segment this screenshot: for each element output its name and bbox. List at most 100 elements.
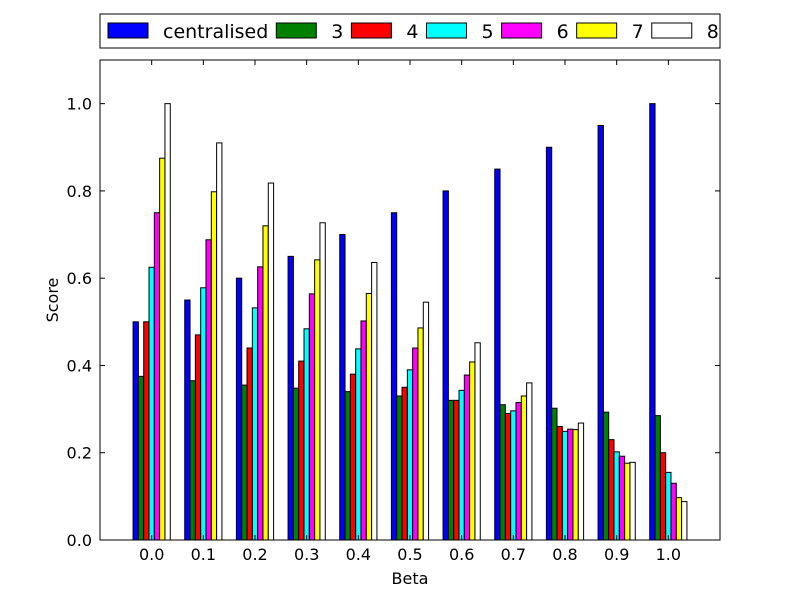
bar-centralised-0.0 [132,321,139,541]
bar-6-0.2 [257,266,264,541]
bar-4-0.1 [194,334,202,541]
bar-7-0.0 [159,157,166,541]
bar-4-0.6 [453,399,460,541]
bar-centralised-0.7 [494,168,501,541]
bar-3-0.1 [189,380,196,541]
bar-4-0.0 [143,321,150,541]
bar-8-0.6 [474,342,481,541]
legend-label-centralised: centralised [163,21,268,43]
bar-centralised-1.0 [649,103,656,541]
bar-6-0.8 [567,428,574,541]
bar-7-1.0 [675,497,683,541]
bar-5-0.7 [510,410,517,541]
bar-centralised-0.3 [287,255,294,541]
bars-group [132,103,688,541]
bar-5-0.3 [303,328,310,541]
bar-7-0.7 [520,395,528,541]
bar-6-0.3 [308,293,316,541]
bar-6-0.4 [360,320,367,541]
bar-6-0.5 [412,347,419,541]
bar-3-0.8 [551,407,558,541]
bar-4-0.4 [349,373,357,541]
bar-8-0.1 [216,142,223,541]
legend-swatch-centralised [107,22,149,39]
bar-8-1.0 [681,501,688,541]
bar-8-0.5 [422,301,430,541]
bar-7-0.3 [314,259,321,541]
bar-5-0.8 [561,430,569,541]
x-tick-label: 0.0 [139,545,164,564]
legend-swatch-3 [275,22,317,39]
legend-label-5: 5 [481,21,493,43]
bar-4-0.5 [401,386,408,541]
bar-3-0.0 [137,375,145,541]
y-tick-label: 0.6 [67,269,92,288]
bar-5-1.0 [665,471,672,541]
x-axis: 0.0 0.1 0.2 0.3 0.4 0.5 0.6 0.7 0.8 0.9 1.0 [139,60,681,564]
legend-label-7: 7 [632,21,644,43]
x-tick-label: 0.6 [449,545,474,564]
bar-5-0.4 [355,348,362,541]
y-axis-label: Score [43,278,62,323]
bar-5-0.5 [406,369,414,541]
bar-4-0.9 [608,439,615,541]
x-tick-label: 0.3 [294,545,319,564]
bar-8-0.2 [267,182,275,541]
bar-3-0.5 [396,395,403,541]
bar-6-0.1 [205,239,212,541]
y-tick-label: 1.0 [67,95,92,114]
bar-3-0.4 [344,391,351,541]
x-tick-label: 0.1 [191,545,216,564]
bar-7-0.4 [365,292,373,541]
bar-8-0.8 [577,422,585,541]
y-axis: 0.0 0.2 0.4 0.6 0.8 1.0 [67,95,720,550]
bar-8-0.7 [526,382,533,541]
legend-swatch-8 [651,22,693,39]
y-tick-label: 0.0 [67,531,92,550]
bar-7-0.9 [624,462,631,541]
bar-7-0.6 [469,361,476,541]
y-tick-label: 0.4 [67,356,92,375]
x-tick-label: 0.9 [604,545,629,564]
bar-3-0.6 [447,399,455,541]
legend-swatch-6 [501,22,543,39]
bar-5-0.6 [458,389,465,541]
bar-centralised-0.8 [545,146,553,541]
bar-4-0.8 [556,426,563,541]
legend-swatch-5 [425,22,467,39]
bar-3-0.9 [602,411,610,541]
x-tick-label: 0.2 [242,545,267,564]
x-axis-label: Beta [392,569,429,588]
bar-7-0.2 [262,225,269,541]
bar-4-0.7 [504,412,512,541]
bar-centralised-0.1 [184,299,191,541]
bar-centralised-0.6 [442,190,449,541]
y-tick-label: 0.8 [67,182,92,201]
bar-6-0.7 [515,402,522,541]
bar-3-0.3 [292,387,300,541]
bar-4-1.0 [659,452,667,541]
bar-7-0.1 [210,191,218,541]
legend: centralised 3 4 5 6 7 8 [99,13,721,49]
x-tick-label: 0.5 [397,545,422,564]
bar-8-0.9 [629,461,636,541]
legend-label-8: 8 [707,21,719,43]
bar-centralised-0.2 [235,277,243,541]
bar-5-0.0 [148,266,155,541]
bar-centralised-0.9 [597,124,604,541]
x-tick-label: 0.7 [501,545,526,564]
bar-5-0.2 [251,307,259,541]
bar-6-1.0 [670,482,677,541]
bar-3-1.0 [654,415,661,541]
bar-7-0.5 [417,327,424,541]
bar-8-0.3 [319,222,326,541]
x-tick-label: 0.4 [346,545,371,564]
bar-8-0.4 [371,261,378,541]
bar-8-0.0 [164,103,171,541]
x-tick-label: 0.8 [552,545,577,564]
bar-centralised-0.5 [390,212,398,541]
bar-3-0.2 [241,384,248,541]
x-tick-label: 1.0 [656,545,681,564]
bar-centralised-0.4 [339,234,346,541]
bar-6-0.0 [153,212,161,541]
